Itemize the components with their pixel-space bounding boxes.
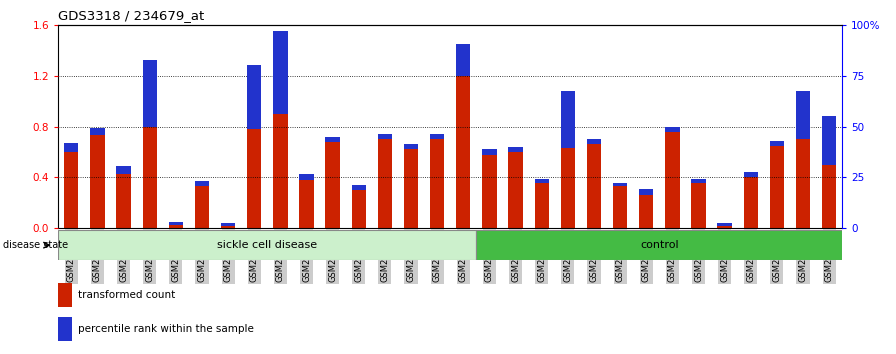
Bar (508, 147, 522, 152)
Bar (744, 172, 758, 177)
Bar (430, 134, 444, 139)
Text: sickle cell disease: sickle cell disease (217, 240, 317, 250)
Text: percentile rank within the sample: percentile rank within the sample (78, 324, 254, 333)
Bar (194, 186, 209, 228)
Bar (456, 76, 470, 228)
Bar (796, 139, 810, 228)
Bar (273, 114, 288, 228)
Bar (65, 143, 79, 152)
Bar (665, 127, 679, 132)
Bar (692, 179, 706, 183)
Bar (587, 144, 601, 228)
Bar (796, 91, 810, 139)
Text: control: control (640, 240, 678, 250)
Bar (477, 230, 842, 260)
Bar (90, 136, 105, 228)
Bar (168, 222, 183, 224)
Bar (639, 189, 653, 195)
Bar (430, 139, 444, 228)
Bar (822, 116, 836, 165)
Bar (65, 152, 79, 228)
Text: disease state: disease state (3, 240, 68, 250)
Bar (116, 173, 131, 228)
Bar (692, 183, 706, 228)
Bar (770, 145, 784, 228)
Bar (482, 155, 496, 228)
Bar (822, 165, 836, 228)
Bar (613, 183, 627, 186)
Bar (378, 134, 392, 139)
Bar (116, 166, 131, 173)
Bar (58, 318, 73, 341)
Bar (299, 180, 314, 228)
Bar (168, 224, 183, 228)
Bar (404, 144, 418, 149)
Bar (535, 179, 549, 183)
Bar (273, 31, 288, 114)
Bar (221, 226, 236, 228)
Bar (561, 91, 575, 148)
Bar (718, 226, 732, 228)
Bar (482, 149, 496, 155)
Bar (247, 129, 262, 228)
Bar (325, 142, 340, 228)
Bar (404, 149, 418, 228)
Bar (718, 223, 732, 226)
Bar (587, 139, 601, 144)
Bar (90, 128, 105, 136)
Bar (639, 195, 653, 228)
Bar (325, 137, 340, 142)
Bar (58, 284, 73, 307)
Bar (221, 223, 236, 226)
Bar (508, 152, 522, 228)
Bar (744, 177, 758, 228)
Bar (456, 44, 470, 76)
Bar (142, 127, 157, 228)
Bar (665, 132, 679, 228)
Bar (247, 65, 262, 129)
Bar (561, 148, 575, 228)
Bar (613, 186, 627, 228)
Text: GDS3318 / 234679_at: GDS3318 / 234679_at (58, 9, 204, 22)
Bar (378, 139, 392, 228)
Bar (535, 183, 549, 228)
Text: transformed count: transformed count (78, 290, 175, 299)
Bar (351, 185, 366, 190)
Bar (299, 173, 314, 180)
Bar (58, 230, 477, 260)
Bar (194, 181, 209, 186)
Bar (770, 141, 784, 145)
Bar (351, 190, 366, 228)
Bar (142, 61, 157, 127)
